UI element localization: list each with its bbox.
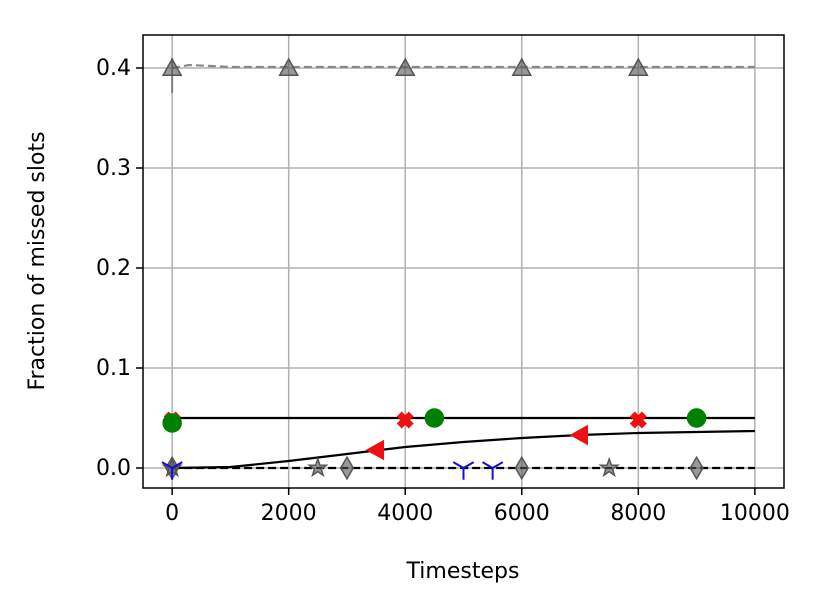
marker-shape <box>339 455 355 481</box>
marker-shape <box>481 461 504 480</box>
marker <box>452 461 475 480</box>
marker <box>339 455 355 481</box>
marker <box>629 411 647 429</box>
marker <box>511 57 533 76</box>
marker <box>307 456 329 478</box>
series-line <box>171 63 755 70</box>
plot-frame <box>142 34 785 489</box>
y-axis-label: Fraction of missed slots <box>25 131 50 390</box>
marker <box>394 57 416 76</box>
marker-shape <box>278 57 299 76</box>
marker-shape <box>689 455 704 481</box>
y-tick-label: 0.4 <box>96 56 131 81</box>
y-tick-label: 0.1 <box>96 356 131 381</box>
marker <box>365 439 385 461</box>
marker-shape <box>161 461 183 480</box>
marker-shape <box>629 411 647 429</box>
marker-shape <box>511 57 533 76</box>
marker-shape <box>307 456 329 478</box>
x-axis-label: Timesteps <box>406 559 520 584</box>
marker-shape <box>394 57 416 76</box>
marker <box>396 411 414 429</box>
y-tick-label: 0.2 <box>96 256 131 281</box>
marker <box>598 456 620 478</box>
marker <box>278 57 299 76</box>
x-tick-label: 2000 <box>261 501 317 526</box>
x-tick-label: 10000 <box>720 501 790 526</box>
y-tick-label: 0.3 <box>96 156 131 181</box>
marker-shape <box>452 461 475 480</box>
marker-shape <box>569 424 588 446</box>
marker-shape <box>396 411 414 429</box>
marker <box>514 455 529 481</box>
marker <box>689 455 704 481</box>
marker-shape <box>686 408 707 428</box>
marker-shape <box>161 57 183 76</box>
marker <box>161 461 183 480</box>
x-tick-label: 8000 <box>610 501 666 526</box>
series-line <box>172 429 755 470</box>
marker <box>569 424 588 446</box>
marker-shape <box>514 455 529 481</box>
marker-shape <box>424 408 445 428</box>
y-tick-label: 0.0 <box>96 456 131 481</box>
x-tick-label: 0 <box>165 501 179 526</box>
marker-shape <box>628 57 649 76</box>
marker-shape <box>598 456 620 478</box>
marker <box>628 57 649 76</box>
x-tick-label: 4000 <box>377 501 433 526</box>
marker <box>161 57 183 76</box>
x-tick-label: 6000 <box>494 501 550 526</box>
marker-shape <box>162 413 182 433</box>
marker <box>481 461 504 480</box>
marker-shape <box>365 439 385 461</box>
